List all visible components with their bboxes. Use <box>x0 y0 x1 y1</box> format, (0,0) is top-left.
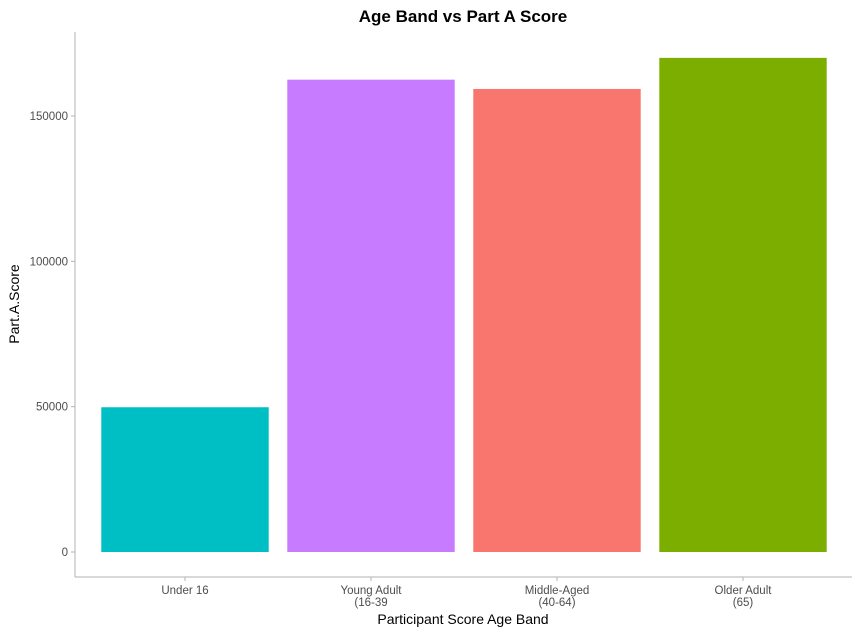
x-tick-label: (16-39 <box>354 597 387 609</box>
bar <box>473 88 641 552</box>
bar <box>659 57 827 552</box>
bar <box>101 407 269 552</box>
x-tick-label: Middle-Aged <box>525 585 590 597</box>
x-axis-ticks: Under 16 Young Adult(16-39 Middle-Aged(40-… <box>161 577 772 609</box>
y-tick-label: 100000 <box>30 256 68 268</box>
chart-title: Age Band vs Part A Score <box>359 7 567 26</box>
y-tick-label: 50000 <box>36 402 68 414</box>
x-tick-label: (40-64) <box>538 597 575 609</box>
y-axis-ticks: 0 50000 100000 150000 <box>30 111 75 559</box>
bar-series <box>101 57 827 553</box>
x-tick-label: (65) <box>733 597 754 609</box>
bar <box>287 79 455 553</box>
y-axis-title: Part.A.Score <box>6 264 22 344</box>
x-tick-label: Under 16 <box>161 585 208 597</box>
x-axis-title: Participant Score Age Band <box>377 611 548 627</box>
y-tick-label: 150000 <box>30 111 68 123</box>
x-tick-label: Young Adult <box>341 585 403 597</box>
y-tick-label: 0 <box>62 547 68 559</box>
x-tick-label: Older Adult <box>715 585 773 597</box>
